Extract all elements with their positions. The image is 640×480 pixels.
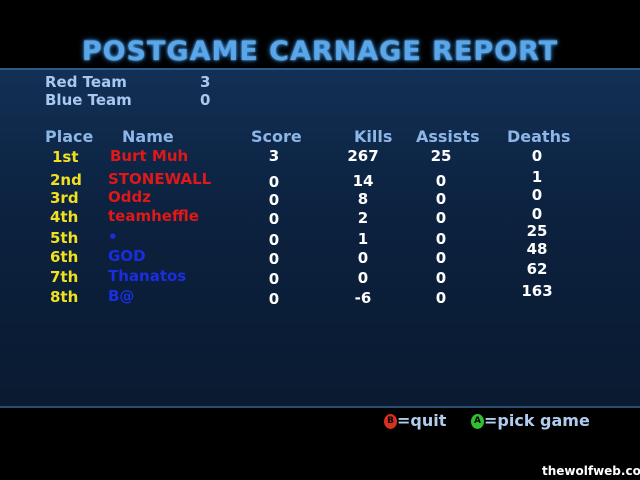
row-assists: 0 — [435, 209, 447, 227]
row-assists: 0 — [435, 230, 447, 248]
row-place: 5th — [50, 229, 79, 247]
row-kills: 1 — [357, 230, 369, 248]
watermark: thewolfweb.com — [542, 464, 640, 478]
row-deaths: 0 — [531, 147, 543, 165]
row-deaths: 1 — [531, 168, 543, 186]
row-place: 8th — [50, 288, 79, 306]
row-score: 0 — [268, 231, 280, 249]
row-deaths: 62 — [526, 260, 548, 278]
row-kills: 14 — [352, 172, 374, 190]
row-assists: 0 — [435, 289, 447, 307]
row-kills: 2 — [357, 209, 369, 227]
row-score: 0 — [268, 290, 280, 308]
row-place: 6th — [50, 248, 79, 266]
row-score: 3 — [268, 147, 280, 165]
blue-team-score: 0 — [200, 91, 211, 109]
row-assists: 25 — [430, 147, 452, 165]
row-kills: 8 — [357, 190, 369, 208]
row-place: 3rd — [50, 189, 79, 207]
row-player-name: STONEWALL — [108, 170, 212, 188]
row-assists: 0 — [435, 190, 447, 208]
row-player-name: Oddz — [108, 188, 151, 206]
row-place: 4th — [50, 208, 79, 226]
quit-hint[interactable]: B =quit — [384, 411, 446, 430]
header-kills: Kills — [354, 127, 393, 146]
row-deaths: 0 — [531, 186, 543, 204]
header-place: Place — [45, 127, 94, 146]
row-assists: 0 — [435, 269, 447, 287]
row-deaths: 0 — [531, 205, 543, 223]
report-panel — [0, 68, 640, 408]
row-deaths: 25 — [526, 222, 548, 240]
row-place: 7th — [50, 268, 79, 286]
pick-game-label: =pick game — [484, 411, 590, 430]
row-assists: 0 — [435, 172, 447, 190]
row-deaths: 163 — [521, 282, 553, 300]
row-score: 0 — [268, 270, 280, 288]
header-name: Name — [122, 127, 174, 146]
row-kills: -6 — [354, 289, 372, 307]
header-score: Score — [251, 127, 302, 146]
blue-team-label: Blue Team — [45, 91, 132, 109]
row-score: 0 — [268, 191, 280, 209]
red-team-label: Red Team — [45, 73, 127, 91]
row-player-name: Burt Muh — [110, 147, 189, 165]
row-player-name: • — [108, 228, 118, 246]
row-kills: 0 — [357, 269, 369, 287]
row-player-name: GOD — [108, 247, 146, 265]
header-deaths: Deaths — [507, 127, 571, 146]
row-player-name: B@ — [108, 287, 135, 305]
row-score: 0 — [268, 250, 280, 268]
b-button-icon: B — [384, 414, 397, 429]
row-assists: 0 — [435, 249, 447, 267]
quit-label: =quit — [397, 411, 447, 430]
row-kills: 267 — [347, 147, 379, 165]
pick-game-hint[interactable]: A =pick game — [471, 411, 590, 430]
red-team-score: 3 — [200, 73, 211, 91]
row-place: 1st — [52, 148, 79, 166]
row-place: 2nd — [50, 171, 82, 189]
row-player-name: Thanatos — [108, 267, 187, 285]
page-title: POSTGAME CARNAGE REPORT — [81, 36, 559, 67]
row-kills: 0 — [357, 249, 369, 267]
row-score: 0 — [268, 173, 280, 191]
header-assists: Assists — [416, 127, 480, 146]
row-deaths: 48 — [526, 240, 548, 258]
a-button-icon: A — [471, 414, 484, 429]
row-player-name: teamheffle — [108, 207, 199, 225]
row-score: 0 — [268, 210, 280, 228]
